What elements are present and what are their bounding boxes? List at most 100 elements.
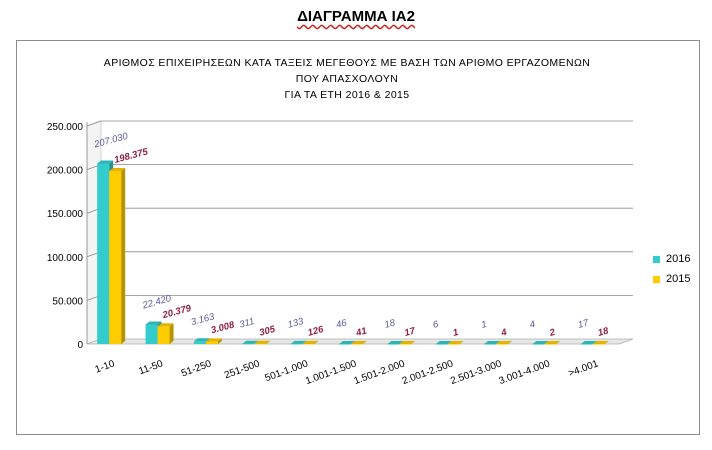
bar-2015-8: [496, 340, 513, 345]
bar-front: [592, 343, 605, 345]
y-tick-label: 250.000: [47, 122, 84, 133]
data-label-2016: 4: [528, 319, 536, 331]
bar-front: [447, 343, 460, 345]
data-label-2015: 41: [354, 325, 368, 339]
bar-2015-9: [544, 340, 561, 345]
chart-title: ΑΡΙΘΜΟΣ ΕΠΙΧΕΙΡΗΣΕΩΝ ΚΑΤΑ ΤΑΞΕΙΣ ΜΕΓΕΘΟΥ…: [97, 55, 597, 103]
bar-top: [435, 340, 452, 344]
bar-front: [109, 171, 122, 344]
x-tick-label: 51-250: [180, 358, 213, 379]
bar-front: [97, 163, 110, 344]
legend-swatch-2016: [653, 255, 660, 263]
bar-side: [217, 338, 222, 344]
data-label-2016: 1: [480, 319, 488, 331]
x-tick-label: 1.501-2.000: [352, 358, 406, 387]
chart-frame: ΑΡΙΘΜΟΣ ΕΠΙΧΕΙΡΗΣΕΩΝ ΚΑΤΑ ΤΑΞΕΙΣ ΜΕΓΕΘΟΥ…: [16, 40, 700, 435]
bar-front: [435, 343, 448, 345]
data-label-2016: 17: [577, 317, 591, 331]
gridline: [86, 120, 633, 127]
bar-top: [254, 340, 271, 344]
legend-swatch-2015: [653, 275, 660, 283]
bar-top: [242, 340, 259, 344]
x-tick-label: 2.501-3.000: [449, 358, 503, 387]
data-label-2016: 133: [287, 316, 306, 331]
bar-2015-1: [157, 323, 174, 344]
bar-2015-6: [399, 340, 416, 345]
bar-side: [314, 340, 319, 344]
bar-top: [532, 340, 549, 344]
legend-item-2015: 2015: [653, 269, 690, 289]
bar-front: [339, 343, 351, 345]
bar-side: [508, 340, 513, 344]
bar-front: [387, 343, 400, 345]
bar-top: [580, 340, 597, 344]
data-label-2015: 18: [597, 325, 611, 339]
bar-front: [145, 324, 158, 344]
bar-front: [302, 343, 315, 345]
data-label-2015: 1: [452, 327, 460, 339]
bar-top: [193, 338, 210, 342]
chart-legend: 2016 2015: [653, 249, 690, 289]
bar-side: [459, 340, 464, 344]
data-label-2015: 198.375: [113, 146, 150, 166]
bar-side: [411, 340, 416, 344]
y-tick-label: 100.000: [47, 253, 84, 264]
data-label-2015: 17: [403, 325, 417, 339]
bar-side: [266, 340, 271, 344]
bar-front: [351, 343, 363, 345]
chart-title-line-2: ΓΙΑ ΤΑ ΕΤΗ 2016 & 2015: [284, 89, 410, 101]
data-label-2016: 311: [238, 316, 255, 331]
bar-front: [205, 341, 218, 344]
bar-2015-2: [205, 338, 222, 344]
bar-2015-10: [592, 340, 609, 345]
page-title: ΔΙΑΓΡΑΜΜΑ ΙΑ2: [297, 8, 415, 25]
bar-chart: 050.000100.000150.000200.000250.000207.0…: [47, 120, 634, 387]
bar-top: [109, 168, 126, 172]
bar-front: [496, 343, 509, 345]
data-label-2015: 4: [499, 327, 509, 339]
bar-top: [290, 340, 307, 344]
data-label-2016: 6: [432, 319, 441, 331]
gridline: [86, 164, 633, 170]
legend-item-2016: 2016: [653, 249, 690, 269]
bar-front: [532, 343, 545, 345]
bar-top: [496, 340, 513, 344]
legend-label-2016: 2016: [666, 253, 691, 265]
bar-front: [193, 341, 206, 344]
bar-front: [484, 343, 497, 345]
data-label-2016: 18: [383, 317, 397, 331]
gridline: [86, 251, 633, 258]
gridline: [86, 207, 633, 214]
bar-top: [447, 340, 464, 344]
data-label-2016: 46: [335, 317, 349, 331]
bar-side: [447, 340, 452, 344]
bar-top: [97, 160, 114, 164]
x-tick-label: 1-10: [94, 358, 117, 375]
bar-top: [592, 340, 609, 344]
bar-side: [604, 340, 609, 344]
bar-2015-7: [447, 340, 464, 345]
bar-top: [351, 340, 367, 344]
x-tick-label: 251-500: [223, 358, 262, 381]
bar-top: [157, 323, 174, 327]
bar-front: [580, 343, 593, 345]
bar-top: [145, 321, 162, 325]
bar-front: [290, 343, 303, 345]
bar-top: [205, 338, 222, 342]
y-tick-label: 150.000: [47, 209, 84, 220]
bar-side: [169, 323, 174, 344]
chart-title-line-1: ΑΡΙΘΜΟΣ ΕΠΙΧΕΙΡΗΣΕΩΝ ΚΑΤΑ ΤΑΞΕΙΣ ΜΕΓΕΘΟΥ…: [103, 57, 591, 85]
y-tick-label: 0: [77, 340, 83, 351]
y-tick-label: 50.000: [52, 296, 83, 307]
bar-top: [339, 340, 355, 344]
bar-front: [544, 343, 557, 345]
bar-front: [399, 343, 412, 345]
bar-2015-3: [254, 340, 271, 345]
bar-top: [302, 340, 319, 344]
x-tick-label: 11-50: [137, 358, 165, 377]
legend-label-2015: 2015: [666, 273, 691, 285]
x-tick-label: 3.001-4.000: [498, 358, 552, 387]
bar-2016-7: [435, 340, 452, 345]
bar-side: [363, 340, 367, 344]
x-tick-label: 501-1.000: [264, 358, 310, 384]
